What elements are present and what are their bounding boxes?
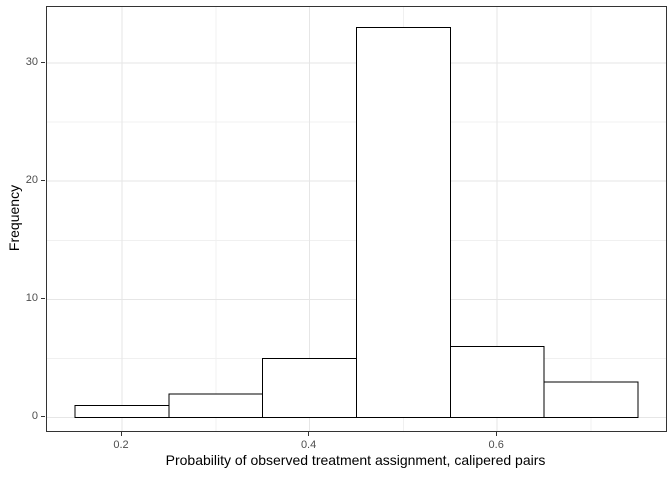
histogram-bar <box>449 346 545 418</box>
y-tick-mark <box>41 297 45 299</box>
x-tick-label: 0.6 <box>488 439 504 451</box>
histogram-bar <box>356 27 451 418</box>
histogram-bar <box>168 393 264 418</box>
y-tick-label: 20 <box>25 174 38 187</box>
x-tick-label: 0.4 <box>300 439 317 451</box>
y-tick-mark <box>41 179 45 181</box>
histogram-bar <box>74 405 170 418</box>
y-axis-title: Frequency <box>6 184 22 252</box>
x-axis-title: Probability of observed treatment assign… <box>165 452 546 468</box>
y-tick-label: 10 <box>25 292 38 305</box>
histogram-plot-area <box>47 7 666 431</box>
histogram-bar <box>543 381 639 418</box>
y-tick-label: 30 <box>25 56 38 69</box>
x-tick-mark <box>308 432 310 436</box>
x-tick-mark <box>495 432 497 436</box>
x-tick-mark <box>120 432 122 436</box>
y-tick-label: 0 <box>31 410 38 423</box>
y-tick-mark <box>41 61 45 63</box>
x-tick-label: 0.2 <box>113 439 129 451</box>
histogram-bar <box>262 357 358 418</box>
plot-panel <box>46 6 667 432</box>
y-tick-mark <box>41 415 45 417</box>
